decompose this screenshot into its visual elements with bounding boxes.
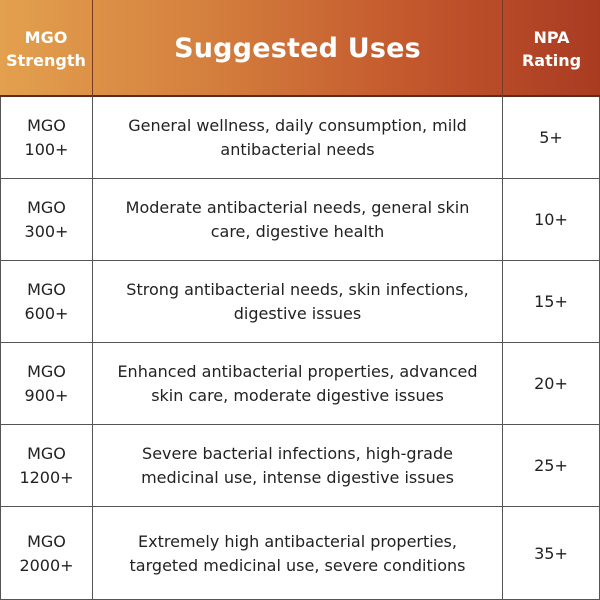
- mgo-strength-cell: MGO 900+: [0, 343, 93, 425]
- uses-line2: digestive issues: [233, 304, 362, 323]
- header-suggested-uses: Suggested Uses: [93, 0, 503, 97]
- mgo-value: 600+: [24, 304, 69, 323]
- uses-line1: General wellness, daily consumption, mil…: [128, 116, 467, 135]
- uses-line1: Moderate antibacterial needs, general sk…: [125, 198, 470, 217]
- uses-line2: medicinal use, intense digestive issues: [141, 468, 454, 487]
- suggested-uses-cell: General wellness, daily consumption, mil…: [93, 97, 503, 179]
- suggested-uses-cell: Enhanced antibacterial properties, advan…: [93, 343, 503, 425]
- mgo-value: 100+: [24, 140, 69, 159]
- mgo-value: 1200+: [19, 468, 74, 487]
- mgo-label: MGO: [27, 280, 66, 299]
- npa-rating-cell: 15+: [503, 261, 600, 343]
- suggested-uses-cell: Strong antibacterial needs, skin infecti…: [93, 261, 503, 343]
- suggested-uses-cell: Extremely high antibacterial properties,…: [93, 507, 503, 600]
- mgo-strength-cell: MGO 2000+: [0, 507, 93, 600]
- header-mgo-strength: MGO Strength: [0, 0, 93, 97]
- table-row: MGO 300+ Moderate antibacterial needs, ge…: [0, 179, 600, 261]
- uses-line1: Strong antibacterial needs, skin infecti…: [126, 280, 469, 299]
- table-header: MGO Strength Suggested Uses NPA Rating: [0, 0, 600, 97]
- npa-rating-cell: 10+: [503, 179, 600, 261]
- mgo-label: MGO: [27, 531, 66, 551]
- header-mgo-strength-line1: MGO: [24, 27, 68, 47]
- uses-line2: antibacterial needs: [220, 140, 375, 159]
- suggested-uses-cell: Severe bacterial infections, high-grade m…: [93, 425, 503, 507]
- table-row: MGO 100+ General wellness, daily consumpt…: [0, 97, 600, 179]
- mgo-strength-cell: MGO 300+: [0, 179, 93, 261]
- suggested-uses-cell: Moderate antibacterial needs, general sk…: [93, 179, 503, 261]
- table-row: MGO 900+ Enhanced antibacterial propertie…: [0, 343, 600, 425]
- header-mgo-strength-line2: Strength: [6, 50, 86, 70]
- npa-rating-cell: 20+: [503, 343, 600, 425]
- header-npa-rating-line2: Rating: [521, 50, 582, 70]
- uses-line1: Enhanced antibacterial properties, advan…: [117, 362, 478, 381]
- header-npa-rating-line1: NPA: [533, 27, 570, 47]
- mgo-label: MGO: [27, 444, 66, 463]
- uses-line1: Severe bacterial infections, high-grade: [142, 444, 453, 463]
- mgo-label: MGO: [27, 362, 66, 381]
- mgo-strength-cell: MGO 1200+: [0, 425, 93, 507]
- uses-line2: care, digestive health: [210, 222, 385, 241]
- mgo-label: MGO: [27, 116, 66, 135]
- npa-rating-cell: 5+: [503, 97, 600, 179]
- npa-rating-cell: 35+: [503, 507, 600, 600]
- table-row: MGO 2000+ Extremely high antibacterial pr…: [0, 507, 600, 600]
- npa-rating-cell: 25+: [503, 425, 600, 507]
- mgo-value: 2000+: [19, 555, 74, 575]
- uses-line1: Extremely high antibacterial properties,: [138, 531, 457, 551]
- mgo-strength-cell: MGO 100+: [0, 97, 93, 179]
- mgo-value: 900+: [24, 386, 69, 405]
- mgo-label: MGO: [27, 198, 66, 217]
- table-row: MGO 600+ Strong antibacterial needs, skin…: [0, 261, 600, 343]
- mgo-value: 300+: [24, 222, 69, 241]
- uses-line2: skin care, moderate digestive issues: [151, 386, 444, 405]
- mgo-strength-cell: MGO 600+: [0, 261, 93, 343]
- table-row: MGO 1200+ Severe bacterial infections, hi…: [0, 425, 600, 507]
- uses-line2: targeted medicinal use, severe condition…: [129, 555, 466, 575]
- header-npa-rating: NPA Rating: [503, 0, 600, 97]
